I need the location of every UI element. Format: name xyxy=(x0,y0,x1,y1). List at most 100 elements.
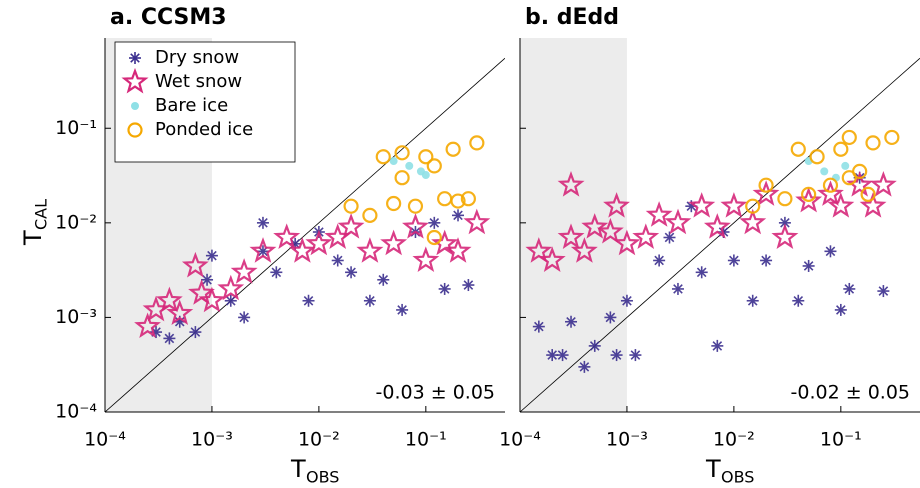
plot-area xyxy=(520,57,920,412)
asterisk-stroke xyxy=(346,267,356,278)
point xyxy=(270,266,283,279)
point xyxy=(405,161,414,170)
point xyxy=(877,285,890,298)
plot-area xyxy=(105,57,505,412)
dot-shape xyxy=(820,167,829,176)
point xyxy=(462,279,475,292)
point xyxy=(739,208,767,235)
star-shape xyxy=(557,171,585,197)
dot-shape xyxy=(421,171,430,180)
point xyxy=(546,349,559,362)
y-axis-label: T xyxy=(19,230,47,246)
point xyxy=(438,282,451,295)
point xyxy=(230,258,258,284)
point xyxy=(610,349,623,362)
asterisk-stroke xyxy=(207,250,217,261)
asterisk-stroke xyxy=(780,218,790,228)
point xyxy=(758,177,774,193)
asterisk-stroke xyxy=(579,362,590,372)
point xyxy=(134,312,161,339)
point xyxy=(703,213,731,239)
asterisk-stroke xyxy=(332,255,343,266)
point xyxy=(343,198,359,214)
point xyxy=(389,157,398,166)
point xyxy=(362,207,378,223)
point xyxy=(166,299,194,325)
star-shape xyxy=(846,171,874,197)
point xyxy=(418,149,434,165)
point xyxy=(394,170,410,186)
asterisk-stroke xyxy=(729,255,739,266)
point xyxy=(217,274,245,301)
asterisk-stroke xyxy=(439,284,450,294)
star-shape xyxy=(402,213,429,239)
circle-shape xyxy=(362,207,378,223)
circle-shape xyxy=(833,141,849,157)
x-axis-label: T xyxy=(705,455,721,483)
point xyxy=(394,145,410,161)
point xyxy=(588,339,601,352)
y-axis-label-sub: CAL xyxy=(32,199,51,230)
point xyxy=(620,294,633,307)
star-shape xyxy=(557,223,585,249)
circle-shape xyxy=(418,149,434,165)
asterisk-stroke xyxy=(378,274,389,285)
point xyxy=(827,192,855,218)
star-shape xyxy=(752,180,780,206)
star-shape xyxy=(720,192,748,218)
point xyxy=(632,223,660,249)
y-tick-label: 10⁻⁴ xyxy=(55,401,97,423)
asterisk-stroke xyxy=(747,295,758,306)
circle-shape xyxy=(426,158,442,174)
circle-shape xyxy=(460,191,476,207)
point xyxy=(843,282,856,295)
star-shape xyxy=(613,229,641,256)
point xyxy=(201,273,214,286)
point xyxy=(302,294,315,307)
asterisk-stroke xyxy=(761,255,771,266)
dot-shape xyxy=(841,161,850,170)
star-shape xyxy=(581,213,609,239)
star-shape xyxy=(688,192,716,218)
asterisk-stroke xyxy=(589,341,600,351)
asterisk-stroke xyxy=(271,267,282,278)
star-shape xyxy=(817,180,844,206)
point xyxy=(444,237,472,263)
point xyxy=(445,141,461,157)
point xyxy=(859,192,887,218)
x-tick-label: 10⁻¹ xyxy=(820,429,862,451)
asterisk-stroke xyxy=(630,350,641,360)
asterisk-stroke xyxy=(534,321,544,332)
point xyxy=(746,294,759,307)
point xyxy=(428,216,441,229)
asterisk-stroke xyxy=(429,218,440,228)
circle-shape xyxy=(777,191,793,207)
point xyxy=(745,198,761,214)
point xyxy=(603,192,630,218)
point xyxy=(396,303,409,316)
asterisk-stroke xyxy=(878,286,889,296)
star-shape xyxy=(869,171,897,197)
point xyxy=(337,213,365,239)
star-shape xyxy=(121,67,149,94)
star-shape xyxy=(288,237,316,263)
star-shape xyxy=(570,237,598,263)
x-axis-label-sub: OBS xyxy=(306,468,339,487)
point xyxy=(578,360,591,373)
y-tick-label: 10⁻¹ xyxy=(55,117,97,139)
point xyxy=(181,251,209,278)
point xyxy=(305,229,333,256)
asterisk-stroke xyxy=(654,255,664,266)
point xyxy=(809,149,825,165)
circle-shape xyxy=(809,149,825,165)
point xyxy=(532,320,545,333)
circle-shape xyxy=(437,191,453,207)
asterisk-stroke xyxy=(225,295,236,306)
point xyxy=(841,170,857,186)
point xyxy=(412,246,440,272)
point xyxy=(437,191,453,207)
star-shape xyxy=(198,286,226,313)
circle-shape xyxy=(745,198,761,214)
asterisk-stroke xyxy=(566,316,576,327)
